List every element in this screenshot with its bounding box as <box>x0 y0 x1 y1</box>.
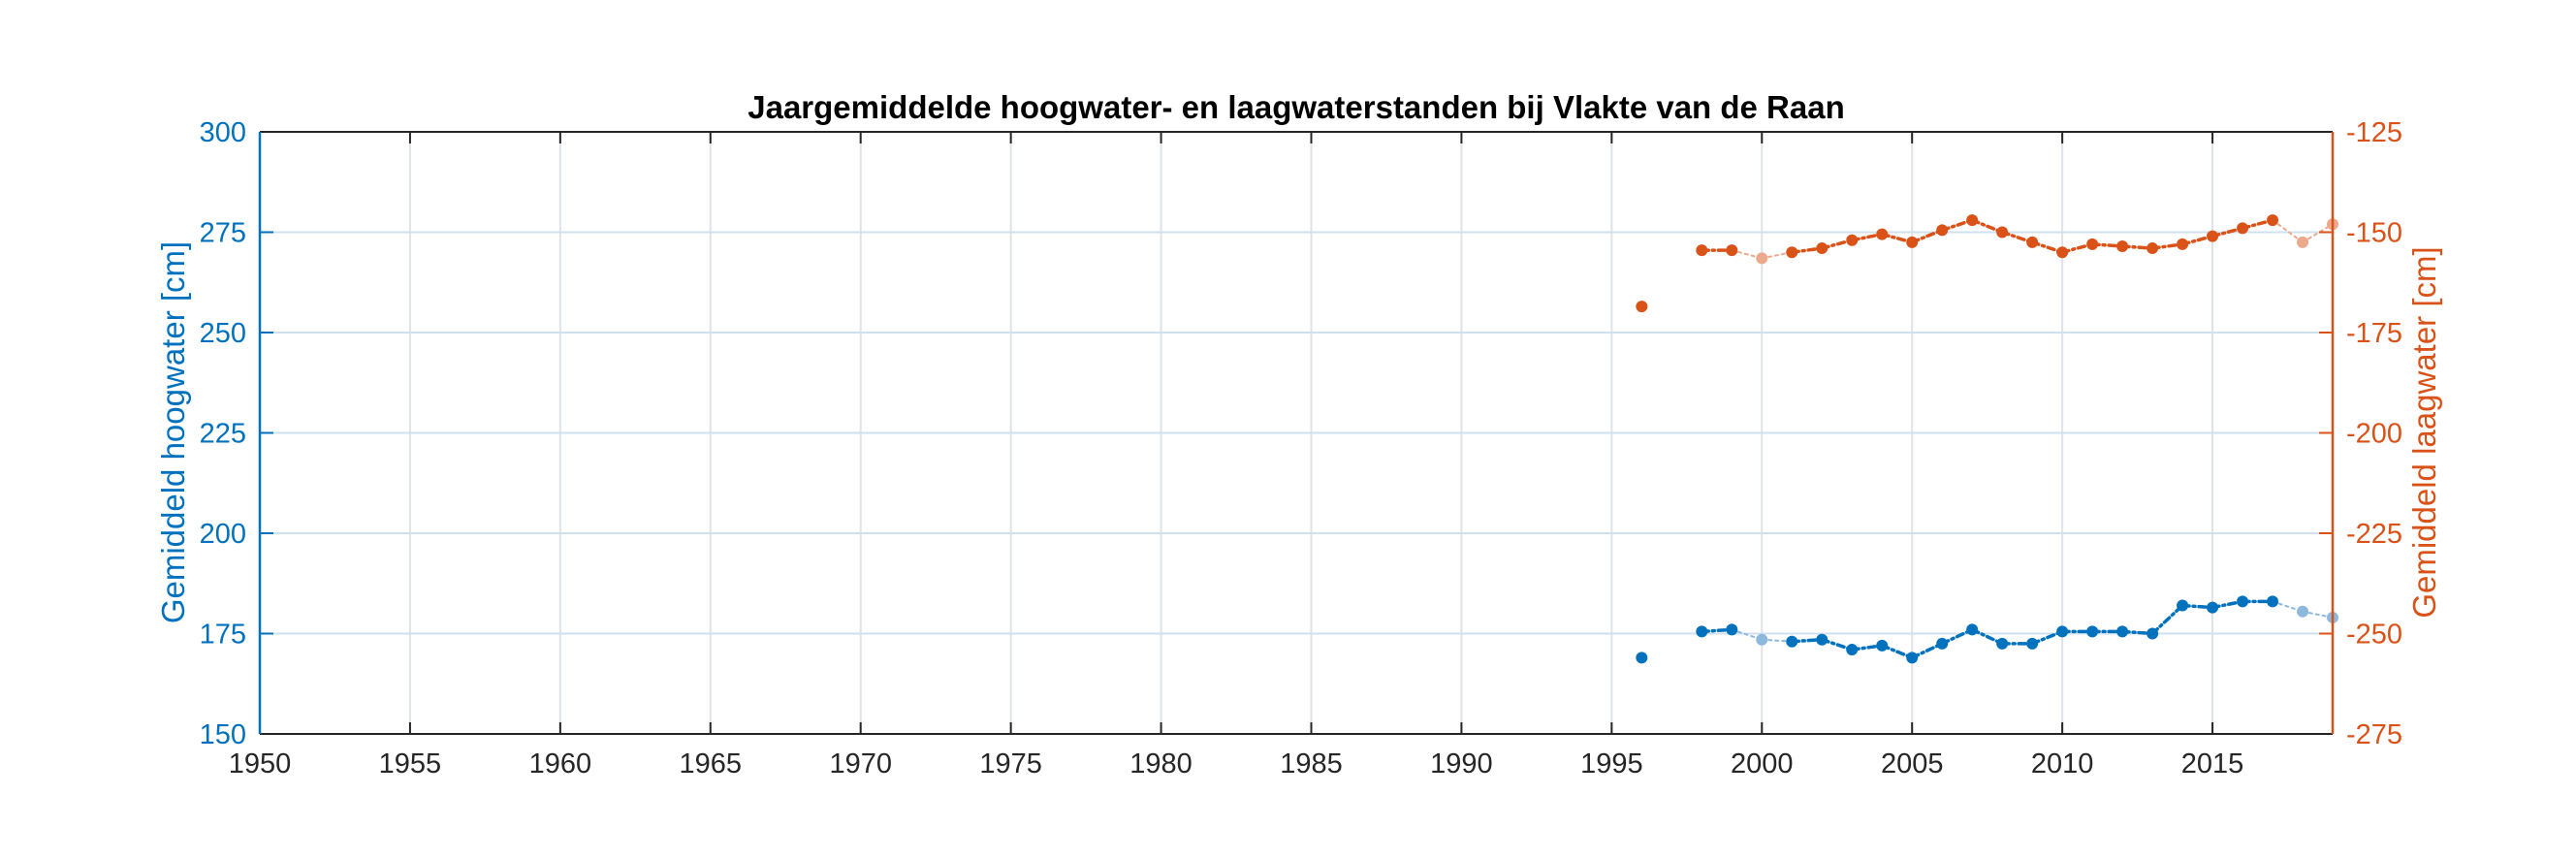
data-point <box>1906 652 1919 664</box>
data-point <box>1996 226 2009 239</box>
data-point <box>1936 637 1949 650</box>
x-tick-label: 1985 <box>1280 748 1343 779</box>
y-left-tick-label: 225 <box>200 419 246 450</box>
y-right-tick-label: -275 <box>2346 719 2402 750</box>
data-point <box>1816 242 1829 255</box>
data-point <box>1876 228 1889 240</box>
x-tick-label: 2015 <box>2181 748 2244 779</box>
data-point <box>2147 242 2159 255</box>
y-left-tick-label: 275 <box>200 218 246 249</box>
x-tick-label: 1965 <box>680 748 743 779</box>
data-point <box>1936 224 1949 237</box>
series-segment <box>1761 251 1794 260</box>
y-right-tick-label: -125 <box>2346 117 2402 148</box>
series-markers <box>1636 214 2338 664</box>
data-point <box>1786 246 1798 259</box>
data-point <box>2237 222 2249 235</box>
x-tick-label: 1975 <box>979 748 1042 779</box>
x-tick-label: 1995 <box>1580 748 1643 779</box>
data-point <box>2207 230 2219 242</box>
data-point <box>2267 214 2279 227</box>
x-tick-label: 2000 <box>1731 748 1794 779</box>
x-tick-label: 1980 <box>1129 748 1193 779</box>
x-tick-label: 1950 <box>229 748 292 779</box>
y-right-tick-label: -250 <box>2346 620 2402 651</box>
data-point <box>1846 644 1859 656</box>
data-point <box>2056 625 2069 638</box>
y-axis-right-label: Gemiddeld laagwater [cm] <box>2406 246 2442 618</box>
data-point <box>2026 637 2039 650</box>
data-point <box>2056 246 2069 259</box>
series-segment <box>2150 603 2184 636</box>
data-point <box>1696 244 1708 257</box>
y-right-tick-label: -200 <box>2346 419 2402 450</box>
data-point <box>1636 301 1648 313</box>
data-point <box>2026 236 2039 248</box>
data-point <box>1726 244 1738 257</box>
y-axis-left-label: Gemiddeld hoogwater [cm] <box>155 241 191 623</box>
data-point <box>2177 238 2189 250</box>
y-left-tick-label: 200 <box>200 519 246 550</box>
data-point <box>2116 239 2129 252</box>
data-point <box>2086 238 2099 250</box>
data-point <box>1756 252 1768 265</box>
y-right-tick-label: -225 <box>2346 519 2402 550</box>
y-left-tick-label: 300 <box>200 117 246 148</box>
data-point <box>1966 623 1979 636</box>
data-point <box>2267 595 2279 608</box>
data-point <box>2086 625 2099 638</box>
data-point <box>2147 627 2159 640</box>
series-segment <box>2272 219 2305 243</box>
chart-title: Jaargemiddelde hoogwater- en laagwaterst… <box>747 89 1845 125</box>
data-point <box>2207 601 2219 614</box>
data-point <box>1816 633 1829 646</box>
data-point <box>1996 637 2009 650</box>
y-left-tick-label: 150 <box>200 719 246 750</box>
x-tick-label: 2005 <box>1881 748 1944 779</box>
data-point <box>2177 599 2189 612</box>
data-point <box>1906 236 1919 248</box>
data-point <box>1726 623 1738 636</box>
y-left-tick-label: 175 <box>200 620 246 651</box>
data-point <box>1846 234 1859 246</box>
y-right-tick-label: -175 <box>2346 318 2402 349</box>
x-tick-label: 1990 <box>1430 748 1493 779</box>
data-point <box>2297 236 2309 248</box>
series-segment <box>1731 249 1764 260</box>
data-point <box>1696 625 1708 638</box>
data-point <box>2116 625 2129 638</box>
data-point <box>1636 652 1648 664</box>
series-segment <box>2302 223 2334 243</box>
series-segment <box>2302 610 2334 619</box>
axes: 1950 1955 1960 1965 1970 1975 1980 1985 1990 1995… <box>200 117 2402 779</box>
x-tick-label: 1955 <box>379 748 442 779</box>
data-point <box>2237 595 2249 608</box>
data-point <box>1756 633 1768 646</box>
data-point <box>2297 605 2309 618</box>
x-tick-label: 1960 <box>529 748 592 779</box>
x-tick-label: 1970 <box>829 748 892 779</box>
x-tick-label: 2010 <box>2031 748 2094 779</box>
data-point <box>1876 639 1889 652</box>
data-point <box>1786 635 1798 648</box>
y-left-tick-label: 250 <box>200 318 246 349</box>
data-point <box>1966 214 1979 227</box>
y-right-tick-label: -150 <box>2346 218 2402 249</box>
series-segment <box>1761 638 1794 643</box>
